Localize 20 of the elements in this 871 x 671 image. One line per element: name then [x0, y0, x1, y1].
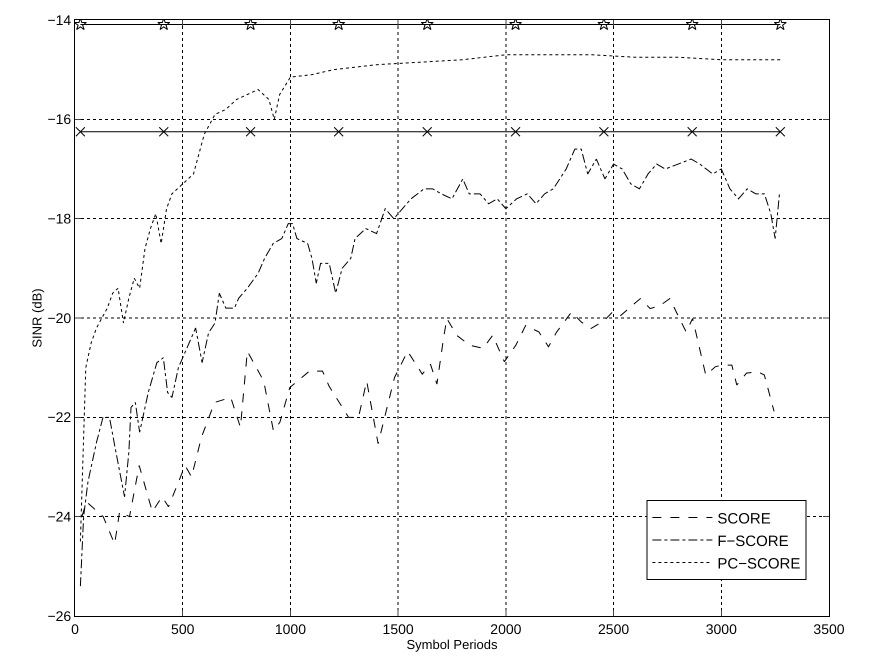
- x-tick-label: 3500: [813, 620, 845, 637]
- x-tick-label: 500: [171, 620, 195, 637]
- y-axis-title: SINR (dB): [29, 288, 44, 348]
- legend-label: F−SCORE: [717, 532, 789, 550]
- x-tick-label: 3000: [706, 620, 738, 637]
- y-tick-label: −20: [47, 310, 72, 326]
- y-tick-label: −22: [47, 409, 72, 426]
- x-tick-label: 1000: [274, 620, 306, 637]
- legend-label: SCORE: [717, 510, 771, 528]
- y-tick-label: −26: [47, 608, 72, 624]
- x-axis-title: Symbol Periods: [406, 636, 498, 652]
- y-tick-label: −16: [47, 111, 72, 128]
- x-tick-label: 2500: [598, 620, 630, 637]
- y-tick-label: −14: [47, 12, 72, 28]
- y-tick-label: −18: [47, 210, 72, 227]
- x-tick-label: 0: [71, 620, 80, 637]
- y-tick-label: −24: [47, 508, 72, 525]
- legend-label: PC−SCORE: [717, 555, 800, 572]
- x-tick-label: 2000: [490, 620, 522, 637]
- x-tick-label: 1500: [382, 620, 414, 637]
